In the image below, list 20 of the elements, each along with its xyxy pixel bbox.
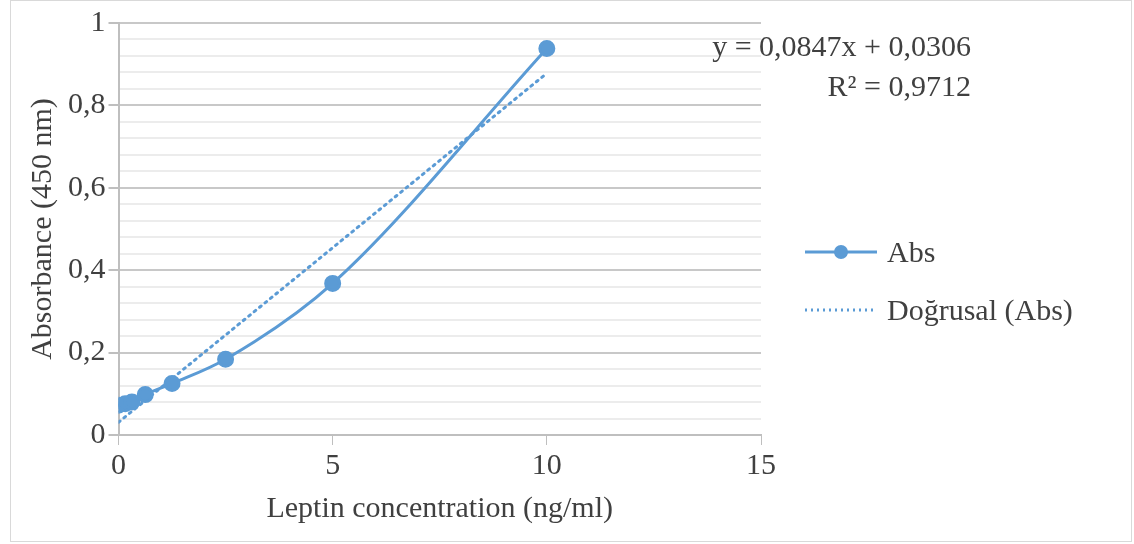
x-tick-label: 15	[746, 446, 776, 480]
point	[538, 40, 556, 58]
x-axis-title: Leptin concentration (ng/ml)	[266, 489, 614, 524]
y-axis-title: Absorbance (450 nm)	[23, 98, 58, 360]
y-tick-label: 0,6	[68, 168, 106, 202]
y-tick-label: 0,8	[68, 86, 106, 120]
point	[163, 375, 181, 392]
y-tick-label: 0,2	[68, 333, 106, 367]
y-tick-label: 0,4	[68, 251, 106, 285]
x-tick-label: 5	[325, 446, 341, 480]
annotation: y = 0,0847x + 0,0306	[712, 28, 971, 62]
legend-label: Doğrusal (Abs)	[887, 293, 1073, 327]
point	[217, 350, 235, 368]
legend-label: Abs	[887, 235, 936, 269]
x-tick-label: 10	[531, 446, 562, 480]
y-tick-label: 1	[90, 3, 106, 37]
point	[324, 274, 342, 292]
y-tick-label: 0	[90, 415, 106, 449]
text: R² = 0,9712	[827, 68, 971, 102]
point	[136, 386, 154, 404]
